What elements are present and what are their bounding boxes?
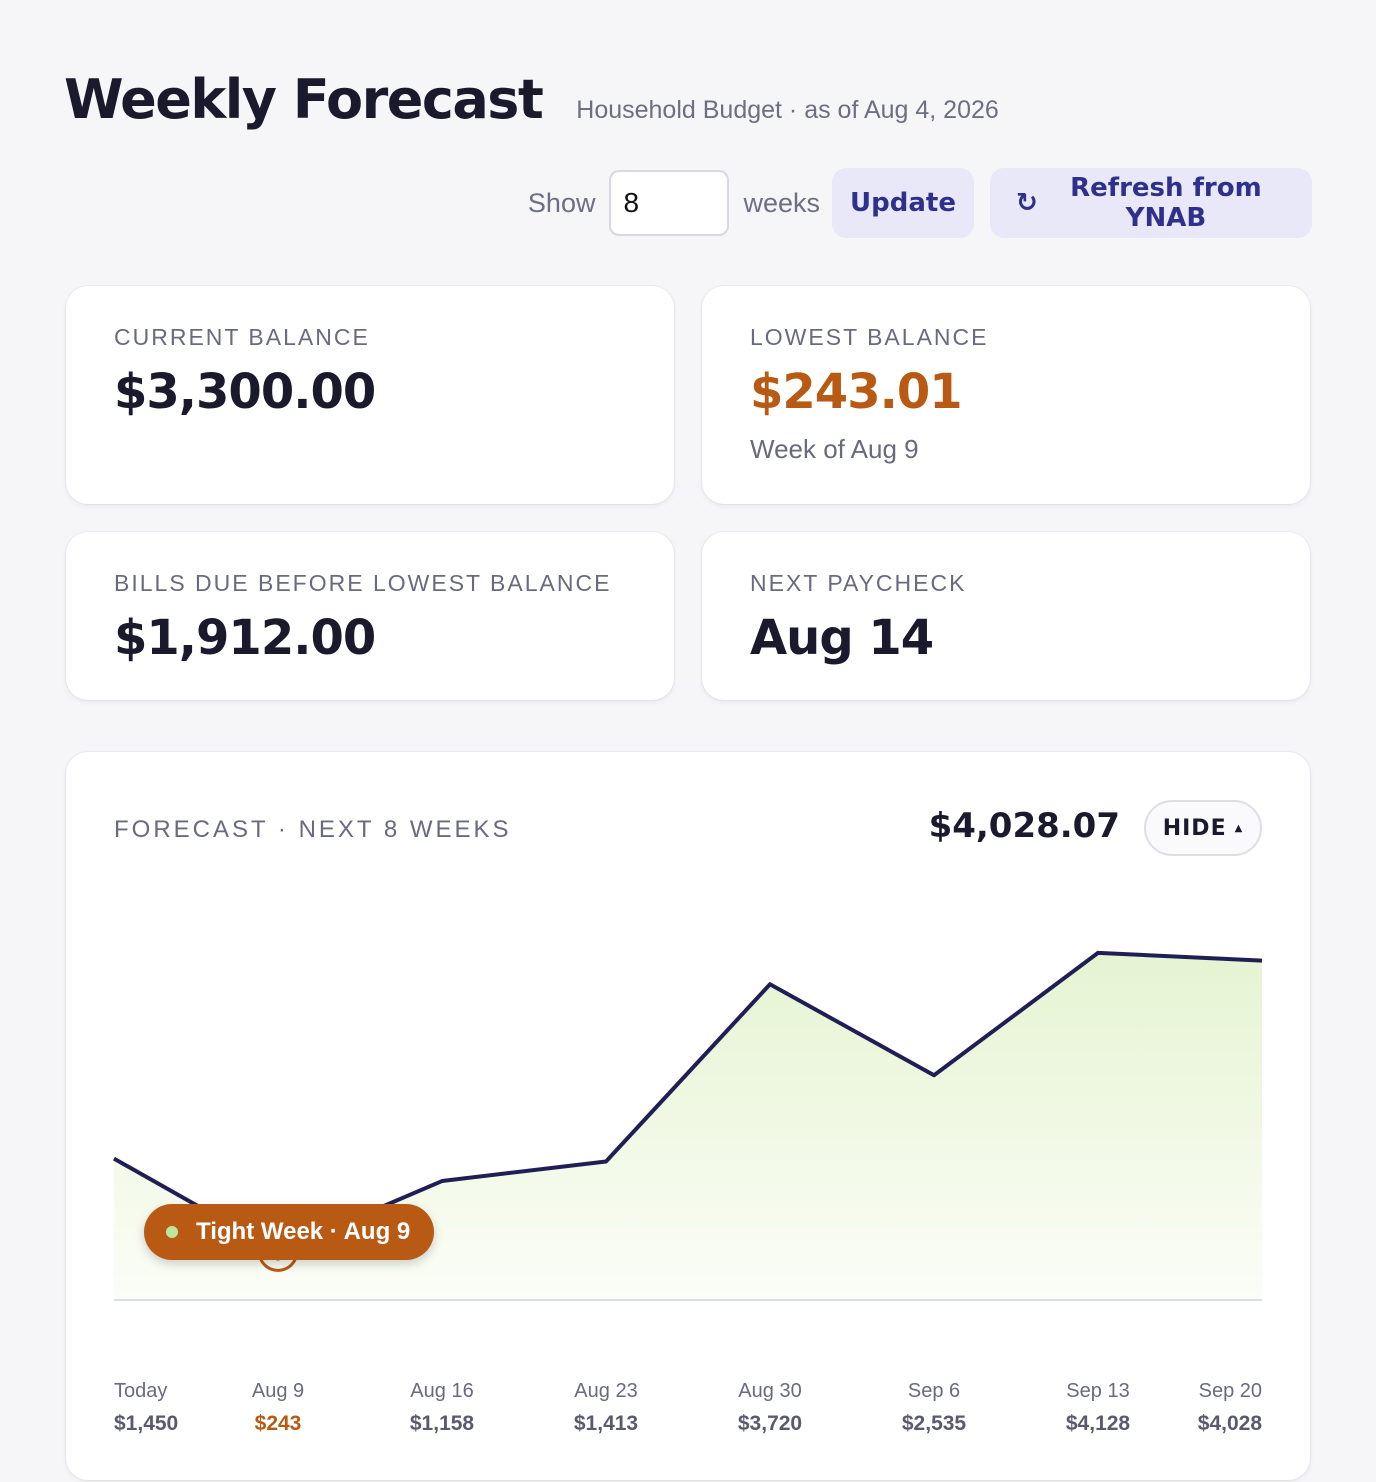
x-tick-date: Sep 13 [1066,1380,1130,1402]
page-title: Weekly Forecast [64,68,544,131]
show-label: Show [527,187,596,218]
refresh-from-ynab-button[interactable]: ↻ Refresh from YNAB [990,168,1312,238]
refresh-label: Refresh from YNAB [1070,173,1262,233]
tight-week-badge: Tight Week · Aug 9 [144,1204,435,1260]
forecast-controls: Show weeks Update ↻ Refresh from YNAB [528,168,1312,238]
x-tick-value: $4,028 [1197,1412,1262,1435]
chart-total: $4,028.07 [928,806,1120,846]
next-paycheck-value: Aug 14 [750,610,934,666]
caret-up-icon: ▲ [1234,822,1244,834]
hide-label: HIDE [1162,815,1227,841]
refresh-icon: ↻ [1016,188,1038,218]
forecast-chart-card: FORECAST · NEXT 8 WEEKS $4,028.07 HIDE ▲… [66,752,1310,1480]
tight-week-dot-icon [166,1226,178,1238]
x-tick-value: $2,535 [901,1412,967,1435]
x-tick-date: Aug 23 [574,1380,638,1402]
current-balance-label: CURRENT BALANCE [114,324,370,350]
x-tick-date: Aug 30 [738,1380,802,1402]
x-tick-date: Aug 9 [251,1380,305,1402]
lowest-balance-card: LOWEST BALANCE $243.01 Week of Aug 9 [702,286,1310,504]
x-tick-value: $1,413 [573,1412,639,1435]
hide-chart-button[interactable]: HIDE ▲ [1144,800,1262,856]
page-subtitle: Household Budget · as of Aug 4, 2026 [576,96,999,124]
x-tick-value: $3,720 [737,1412,803,1435]
x-tick-value: $243 [254,1412,302,1435]
x-tick-value: $4,128 [1065,1412,1131,1435]
current-balance-value: $3,300.00 [114,364,376,420]
bills-due-label: BILLS DUE BEFORE LOWEST BALANCE [114,570,612,596]
next-paycheck-card: NEXT PAYCHECK Aug 14 [702,532,1310,700]
weeks-label: weeks [743,187,820,218]
lowest-balance-label: LOWEST BALANCE [750,324,989,350]
update-button[interactable]: Update [832,168,974,238]
next-paycheck-label: NEXT PAYCHECK [750,570,967,596]
x-tick-value: $1,450 [114,1412,179,1435]
page-header: Weekly Forecast Household Budget · as of… [64,68,999,131]
x-tick-date: Aug 16 [410,1380,474,1402]
lowest-balance-value: $243.01 [750,364,963,420]
current-balance-card: CURRENT BALANCE $3,300.00 [66,286,674,504]
chart-title: FORECAST · NEXT 8 WEEKS [114,816,512,843]
x-tick-value: $1,158 [409,1412,475,1435]
x-tick-date: Sep 6 [907,1380,961,1402]
weeks-input[interactable] [609,170,730,236]
bills-due-card: BILLS DUE BEFORE LOWEST BALANCE $1,912.0… [66,532,674,700]
forecast-chart [113,950,1263,1301]
tight-week-label: Tight Week · Aug 9 [196,1218,411,1245]
x-tick-date: Today [114,1380,168,1402]
x-tick-date: Sep 20 [1198,1380,1262,1402]
lowest-balance-week: Week of Aug 9 [750,434,919,464]
bills-due-value: $1,912.00 [114,610,376,666]
